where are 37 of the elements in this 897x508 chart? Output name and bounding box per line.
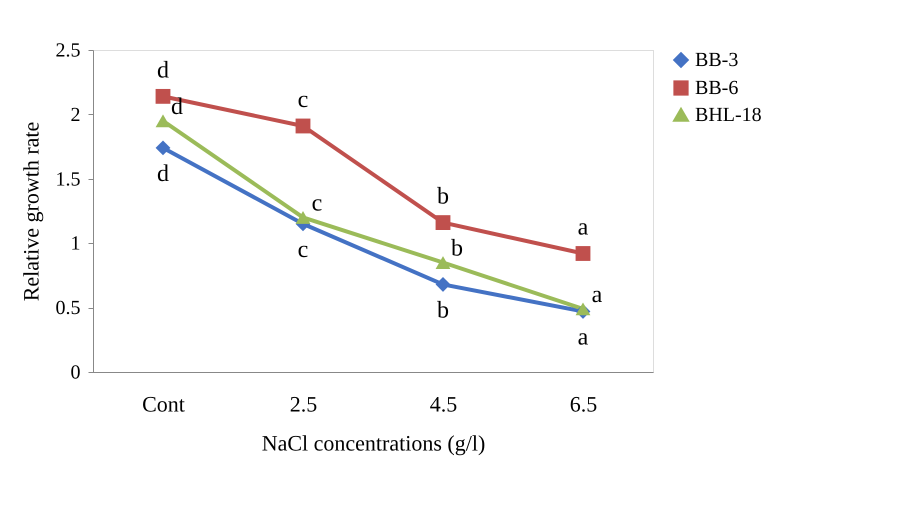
point	[156, 140, 170, 156]
y-tick-label: 2	[70, 104, 80, 126]
x-axis-title: NaCl concentrations (g/l)	[262, 430, 486, 456]
legend-label: BHL-18	[695, 104, 762, 126]
point	[436, 277, 450, 292]
annotation: d	[157, 57, 169, 84]
annotation: a	[592, 282, 603, 308]
x-tick-label: 4.5	[430, 392, 458, 416]
y-tick-label: 2.5	[56, 40, 80, 62]
point	[436, 256, 450, 269]
y-axis-title: Relative growth rate	[18, 122, 44, 302]
annotation: a	[578, 324, 589, 350]
annotation: b	[451, 236, 463, 262]
annotation: b	[437, 297, 449, 324]
x-tick-label: Cont	[142, 392, 185, 416]
y-tick-label: 0	[70, 362, 80, 384]
annotation: d	[157, 160, 169, 187]
point	[296, 118, 310, 134]
point	[576, 302, 590, 316]
point	[156, 114, 170, 128]
annotation: a	[578, 214, 589, 241]
point	[156, 88, 170, 104]
annotation: d	[171, 94, 183, 120]
y-tick-label: 1	[70, 232, 80, 255]
annotation: c	[312, 190, 322, 216]
legend-label: BB-3	[695, 49, 738, 71]
annotation: c	[298, 86, 308, 113]
y-tick-label: 0.5	[56, 297, 80, 320]
annotation: c	[298, 236, 308, 263]
point	[436, 215, 450, 230]
legend-label: BB-6	[695, 77, 738, 99]
annotation: b	[437, 184, 449, 210]
x-tick-label: 6.5	[570, 392, 598, 416]
point	[576, 246, 590, 261]
point	[296, 211, 310, 224]
x-tick-label: 2.5	[290, 392, 318, 416]
y-tick-label: 1.5	[56, 168, 80, 190]
